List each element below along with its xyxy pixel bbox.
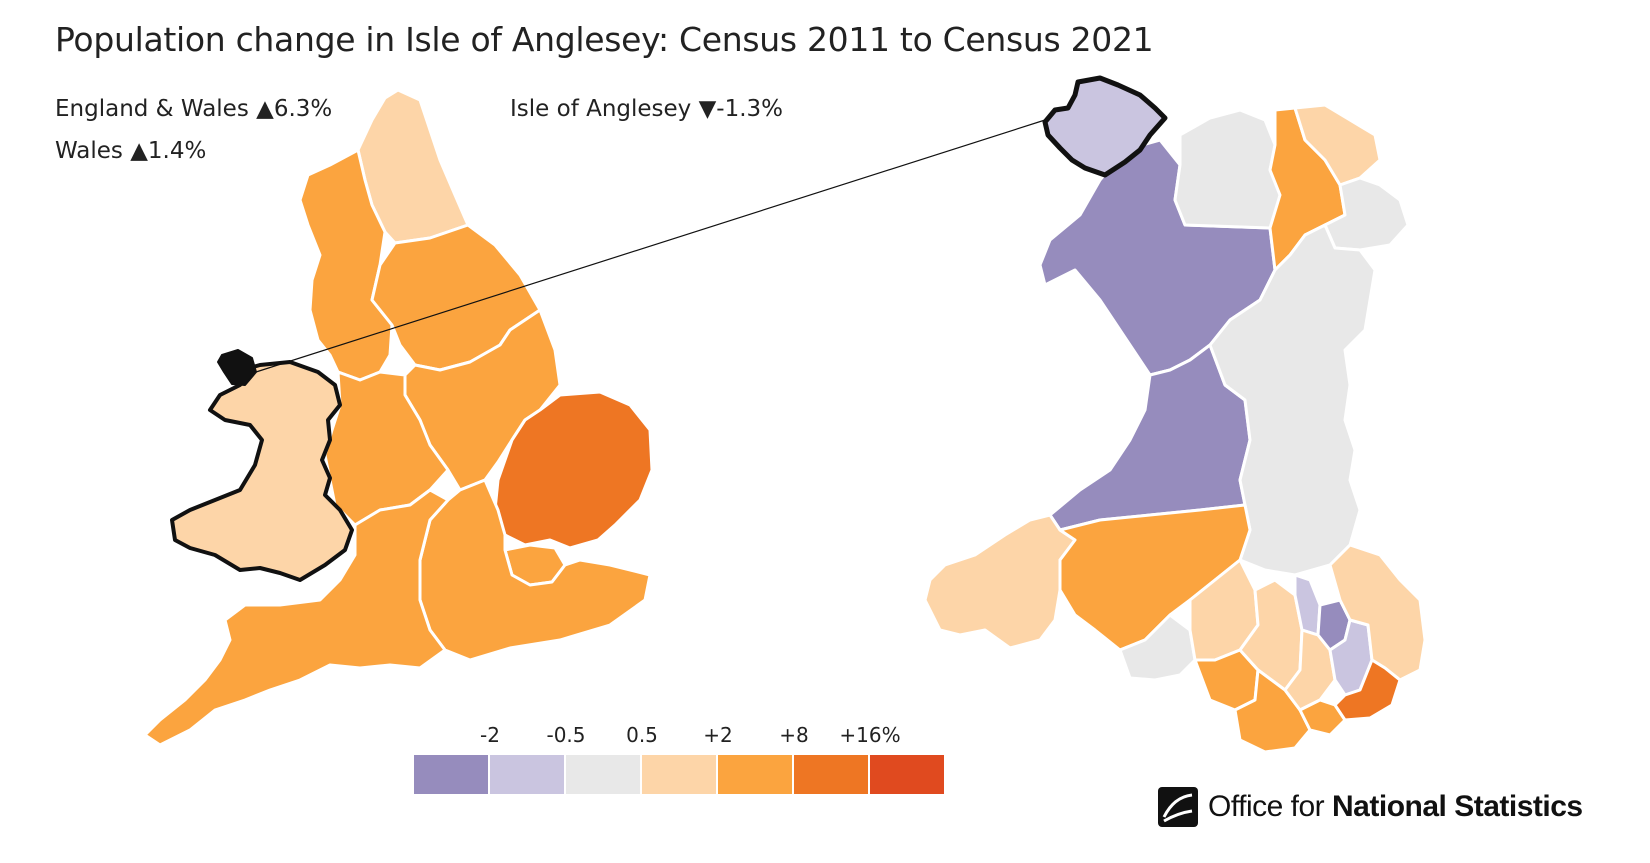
legend-tick: -2	[480, 723, 500, 747]
la-conwy[interactable]	[1173, 108, 1282, 230]
region-east-of-england[interactable]	[493, 390, 654, 550]
legend-tick: -0.5	[546, 723, 586, 747]
la-newport[interactable]	[1333, 658, 1402, 722]
la-isle-of-anglesey[interactable]	[1042, 75, 1168, 178]
legend-swatch	[794, 755, 868, 794]
ons-logo-text: Office for National Statistics	[1208, 790, 1583, 823]
legend-tick: +16%	[839, 723, 901, 747]
la-wrexham[interactable]	[1323, 176, 1410, 252]
legend-swatch	[490, 755, 564, 794]
legend-swatch	[870, 755, 944, 794]
map-title: Population change in Isle of Anglesey: C…	[55, 20, 1154, 59]
england-wales-map	[143, 88, 654, 747]
legend-swatch	[566, 755, 640, 794]
legend-swatch	[642, 755, 716, 794]
region-south-west[interactable]	[143, 488, 450, 747]
la-carmarthenshire[interactable]	[1058, 503, 1252, 652]
la-pembrokeshire[interactable]	[923, 513, 1077, 650]
ons-logo-icon	[1158, 787, 1198, 827]
la-flintshire[interactable]	[1293, 103, 1382, 187]
ons-logo: Office for National Statistics	[1158, 787, 1583, 827]
legend-swatch	[718, 755, 792, 794]
england-wales-change: England & Wales ▲6.3%	[55, 96, 333, 122]
anglesey-small[interactable]	[217, 349, 257, 386]
wales-outline	[170, 360, 354, 582]
area-change: Isle of Anglesey ▼-1.3%	[510, 96, 784, 122]
legend-bar	[414, 755, 946, 794]
legend-tick: +2	[703, 723, 733, 747]
legend-swatch	[414, 755, 488, 794]
wales-map	[923, 75, 1427, 754]
legend: -2 -0.5 0.5 +2 +8 +16%	[414, 723, 946, 794]
wales-change: Wales ▲1.4%	[55, 138, 207, 164]
la-powys[interactable]	[1208, 223, 1377, 577]
legend-tick: 0.5	[626, 723, 658, 747]
legend-tick: +8	[779, 723, 809, 747]
leader-line	[255, 119, 1046, 373]
